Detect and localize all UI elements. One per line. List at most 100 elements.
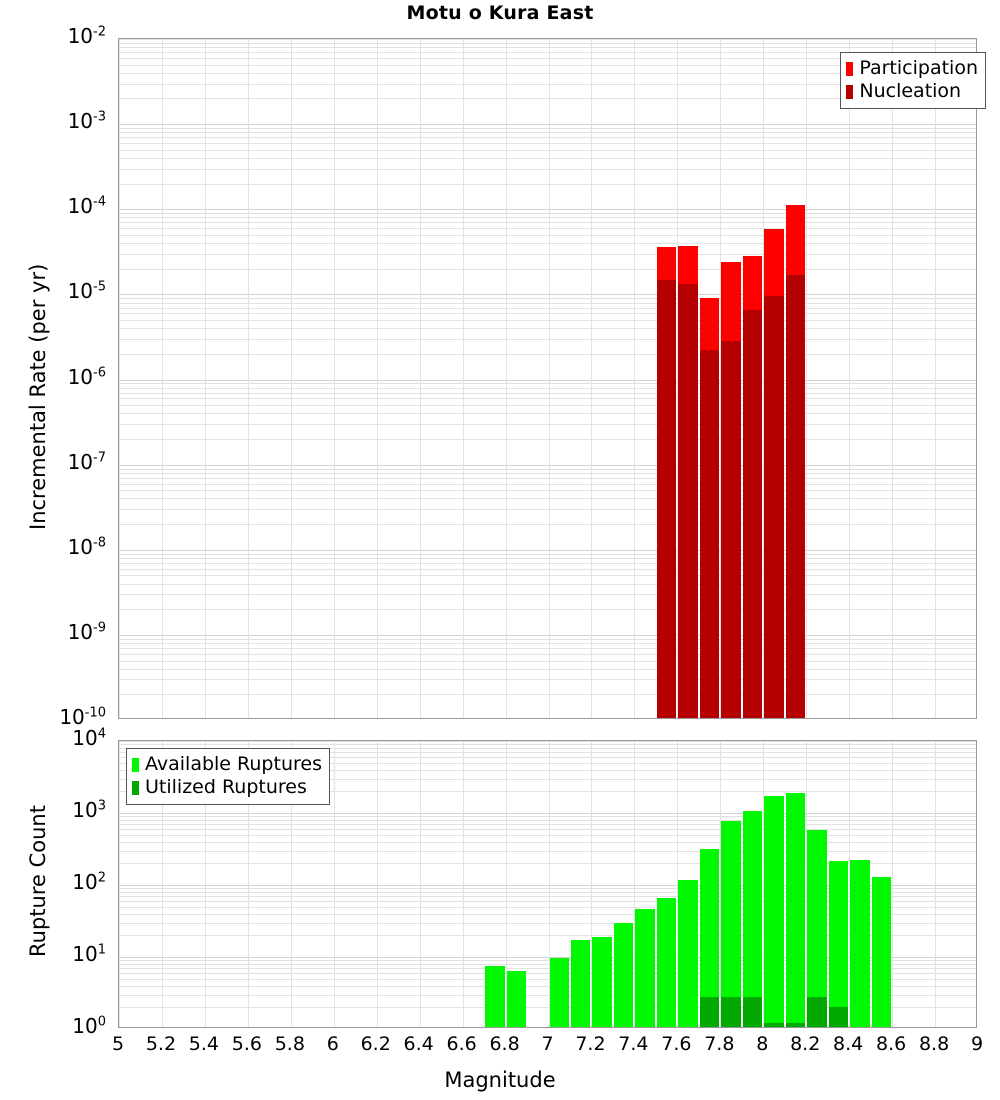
bar bbox=[721, 821, 741, 1027]
legend-item: Participation bbox=[846, 57, 978, 80]
gridline-vertical bbox=[634, 741, 636, 1027]
gridline-vertical bbox=[591, 39, 593, 718]
gridline-horizontal bbox=[119, 217, 976, 219]
bar-segment-utilized bbox=[699, 997, 720, 1027]
bar bbox=[785, 205, 806, 718]
gridline-vertical bbox=[505, 39, 507, 718]
bar-segment-nucleation bbox=[721, 340, 741, 718]
gridline-vertical bbox=[763, 741, 765, 1027]
gridline-horizontal bbox=[119, 234, 976, 236]
y-tick-label: 10-3 bbox=[67, 109, 106, 134]
gridline-horizontal bbox=[119, 960, 976, 962]
bar-segment-available bbox=[678, 880, 698, 1027]
x-tick-label: 6 bbox=[326, 1033, 339, 1055]
y-tick-label: 10-7 bbox=[67, 449, 106, 474]
y-tick-label: 10-9 bbox=[67, 619, 106, 644]
gridline-horizontal bbox=[119, 562, 976, 564]
gridline-horizontal bbox=[119, 863, 976, 865]
gridline-horizontal bbox=[119, 405, 976, 407]
legend-swatch-icon bbox=[846, 61, 854, 76]
gridline-horizontal bbox=[119, 398, 976, 400]
gridline-horizontal bbox=[119, 383, 976, 385]
y-tick-label: 100 bbox=[72, 1014, 106, 1038]
gridline-horizontal bbox=[119, 157, 976, 159]
gridline-horizontal bbox=[119, 913, 976, 915]
gridline-vertical bbox=[204, 39, 206, 718]
gridline-horizontal bbox=[119, 963, 976, 965]
gridline-horizontal bbox=[119, 168, 976, 170]
bottom-legend: Available Ruptures Utilized Ruptures bbox=[126, 748, 330, 805]
gridline-vertical bbox=[763, 39, 765, 718]
legend-label: Utilized Ruptures bbox=[145, 776, 307, 798]
bar-segment-nucleation bbox=[742, 310, 763, 718]
y-tick-label: 10-5 bbox=[67, 279, 106, 304]
x-tick-label: 7.2 bbox=[575, 1033, 606, 1055]
y-tick-label: 10-10 bbox=[59, 705, 106, 729]
gridline-horizontal bbox=[119, 816, 976, 818]
bar-segment-utilized bbox=[785, 1022, 806, 1027]
bottom-y-axis-title: Rupture Count bbox=[26, 805, 50, 957]
x-tick-label: 8.8 bbox=[918, 1033, 950, 1055]
legend-item: Nucleation bbox=[846, 80, 978, 103]
gridline-horizontal bbox=[119, 524, 976, 526]
bar-segment-nucleation bbox=[699, 350, 720, 718]
gridline-horizontal bbox=[119, 128, 976, 130]
gridline-vertical bbox=[505, 741, 507, 1027]
gridline-horizontal bbox=[119, 149, 976, 151]
bar bbox=[656, 897, 677, 1027]
bar bbox=[485, 966, 505, 1027]
gridline-vertical bbox=[333, 741, 335, 1027]
gridline-horizontal bbox=[119, 778, 976, 780]
gridline-vertical bbox=[419, 741, 421, 1027]
gridline-horizontal bbox=[119, 762, 976, 764]
gridline-horizontal bbox=[119, 464, 976, 466]
gridline-horizontal bbox=[119, 906, 976, 908]
top-gridlines bbox=[119, 39, 976, 718]
bar-segment-nucleation bbox=[656, 279, 677, 718]
gridline-horizontal bbox=[119, 387, 976, 389]
x-tick-label: 8.6 bbox=[875, 1033, 907, 1055]
x-tick-label: 8.4 bbox=[833, 1033, 864, 1055]
gridline-horizontal bbox=[119, 819, 976, 821]
gridline-horizontal bbox=[119, 850, 976, 852]
gridline-horizontal bbox=[119, 42, 976, 44]
gridline-vertical bbox=[892, 741, 894, 1027]
x-tick-label: 6.2 bbox=[360, 1033, 391, 1055]
gridline-horizontal bbox=[119, 183, 976, 185]
gridline-vertical bbox=[720, 741, 722, 1027]
y-tick-label: 103 bbox=[72, 798, 106, 822]
y-tick-label: 101 bbox=[72, 942, 106, 966]
gridline-vertical bbox=[806, 39, 808, 718]
gridline-horizontal bbox=[119, 741, 976, 742]
gridline-horizontal bbox=[119, 132, 976, 134]
gridline-horizontal bbox=[119, 985, 976, 987]
gridline-horizontal bbox=[119, 968, 976, 970]
gridline-horizontal bbox=[119, 498, 976, 500]
legend-swatch-icon bbox=[132, 780, 139, 795]
bar bbox=[613, 922, 634, 1027]
y-tick-label: 10-6 bbox=[67, 364, 106, 389]
y-tick-label: 10-2 bbox=[67, 24, 106, 48]
incremental-rate-plot bbox=[118, 38, 977, 719]
gridline-vertical bbox=[935, 741, 937, 1027]
bar bbox=[635, 909, 655, 1027]
y-tick-label: 102 bbox=[72, 870, 106, 894]
gridline-horizontal bbox=[119, 694, 976, 696]
gridline-horizontal bbox=[119, 379, 976, 381]
gridline-horizontal bbox=[119, 137, 976, 139]
x-tick-label: 9 bbox=[970, 1033, 984, 1055]
x-tick-label: 6.6 bbox=[446, 1033, 477, 1055]
bar bbox=[742, 811, 763, 1027]
gridline-vertical bbox=[591, 741, 593, 1027]
x-tick-label: 5.4 bbox=[188, 1033, 219, 1055]
gridline-horizontal bbox=[119, 568, 976, 570]
x-tick-label: 6.8 bbox=[489, 1033, 520, 1055]
bar-segment-available bbox=[850, 859, 870, 1027]
bar bbox=[828, 861, 849, 1027]
bar bbox=[850, 859, 870, 1027]
bar-segment-utilized bbox=[721, 997, 741, 1027]
gridline-vertical bbox=[462, 39, 464, 718]
gridline-horizontal bbox=[119, 813, 976, 814]
gridline-horizontal bbox=[119, 302, 976, 304]
